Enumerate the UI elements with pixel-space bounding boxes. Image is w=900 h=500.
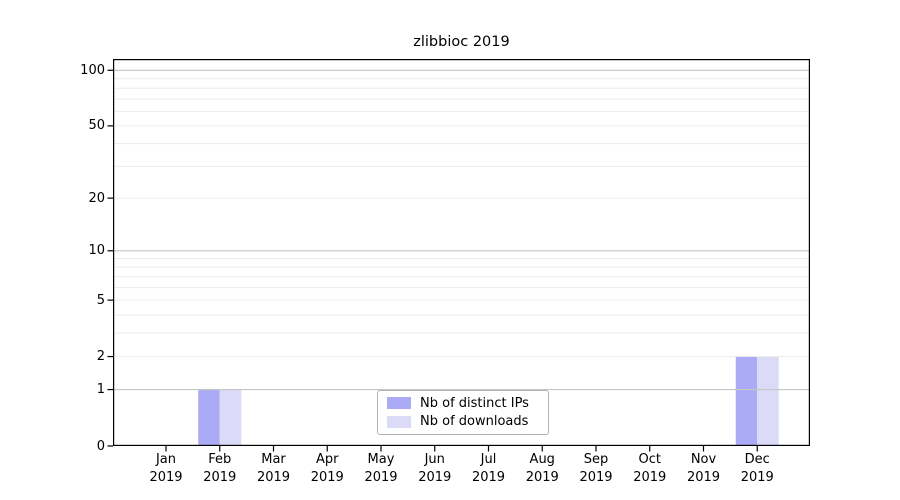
x-tick-label-oct: Oct 2019	[633, 452, 667, 485]
legend-label: Nb of downloads	[420, 414, 529, 430]
x-tick-label-sep: Sep 2019	[579, 452, 613, 485]
legend-item-distinct-ips: Nb of distinct IPs	[387, 396, 548, 411]
y-tick-label: 100	[80, 62, 105, 78]
x-tick-label-jul: Jul 2019	[471, 452, 506, 485]
bar-downloads-dec	[757, 356, 779, 446]
bar-distinct-ips-feb	[198, 389, 220, 446]
y-tick-label: 2	[96, 349, 105, 365]
x-tick-label-feb: Feb 2019	[203, 452, 237, 485]
plot-area	[107, 59, 810, 452]
bar-downloads-feb	[219, 389, 242, 446]
y-tick-label: 1	[96, 382, 105, 398]
y-tick-label: 10	[88, 243, 105, 259]
x-tick-label-mar: Mar 2019	[256, 452, 291, 485]
y-tick-label: 20	[88, 190, 105, 206]
legend-swatch-downloads-icon	[387, 415, 411, 428]
axes-frame	[113, 59, 810, 446]
x-tick-label-apr: Apr 2019	[310, 452, 344, 485]
bar-distinct-ips-dec	[735, 356, 758, 446]
y-tick-label: 0	[96, 438, 105, 454]
legend-item-downloads: Nb of downloads	[387, 414, 548, 429]
x-tick-label-dec: Dec 2019	[740, 452, 774, 485]
x-tick-label-jun: Jun 2019	[418, 452, 452, 485]
x-tick-label-aug: Aug 2019	[525, 452, 559, 485]
legend: Nb of distinct IPs Nb of downloads	[377, 390, 549, 435]
x-tick-label-may: May 2019	[364, 452, 398, 485]
legend-label: Nb of distinct IPs	[420, 395, 529, 411]
chart-title: zlibbioc 2019	[413, 34, 510, 50]
x-tick-label-nov: Nov 2019	[686, 452, 721, 485]
y-tick-label: 5	[96, 292, 105, 308]
chart-canvas	[107, 59, 810, 452]
legend-swatch-distinct-ips-icon	[387, 397, 411, 410]
x-tick-label-jan: Jan 2019	[149, 452, 183, 485]
y-tick-label: 50	[88, 118, 105, 134]
